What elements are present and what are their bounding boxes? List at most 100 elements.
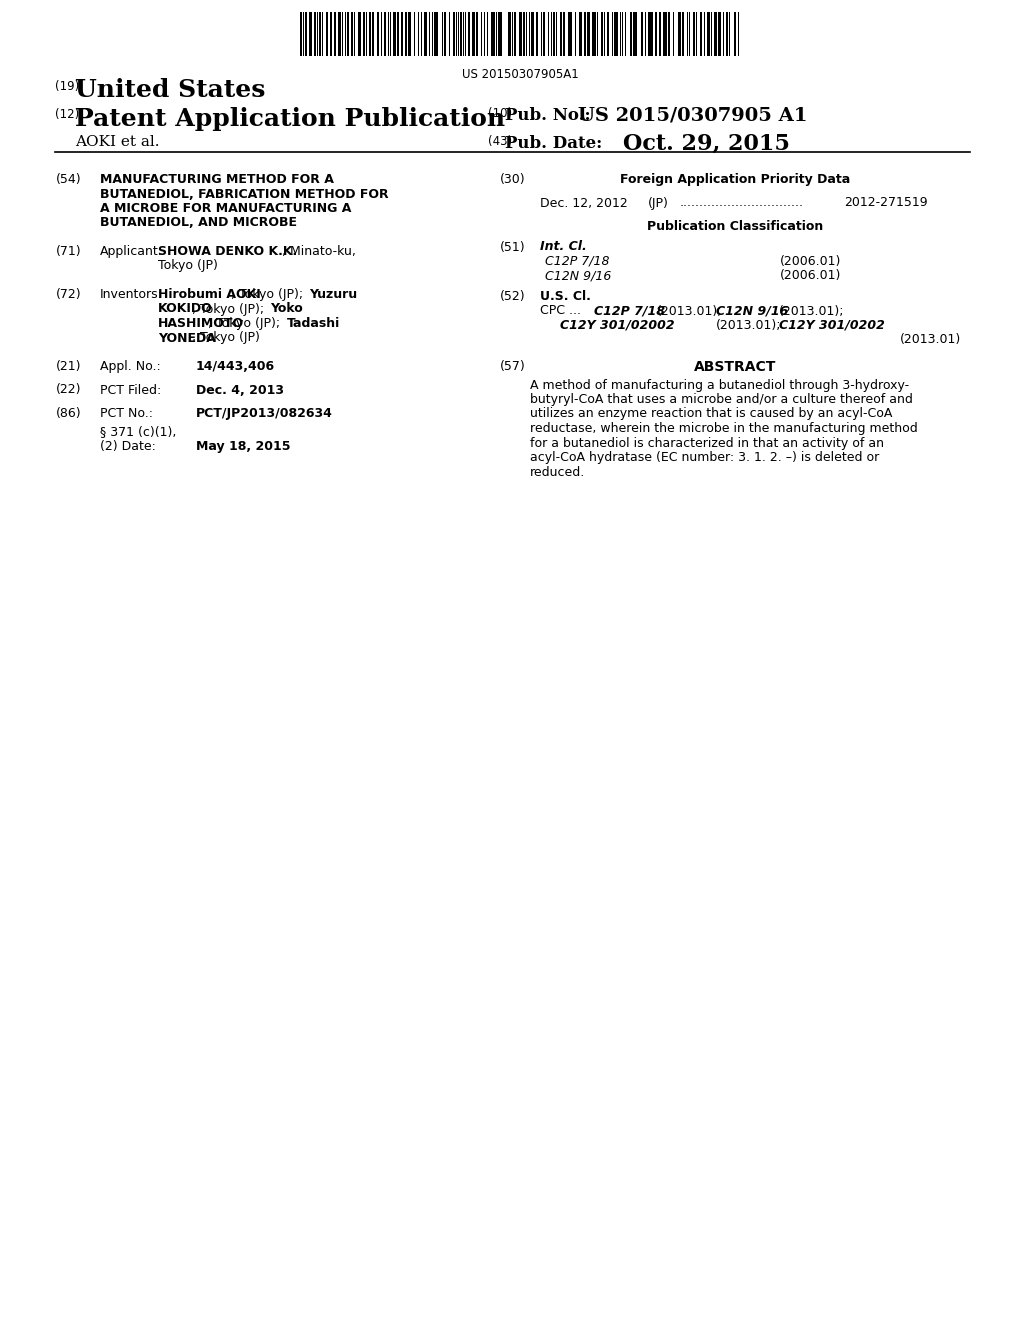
Bar — [607, 12, 609, 55]
Bar — [636, 12, 637, 55]
Text: BUTANEDIOL, AND MICROBE: BUTANEDIOL, AND MICROBE — [100, 216, 297, 230]
Bar — [665, 12, 667, 55]
Bar — [393, 12, 395, 55]
Bar — [580, 12, 582, 55]
Text: (30): (30) — [500, 173, 525, 186]
Bar — [404, 12, 408, 55]
Text: (2006.01): (2006.01) — [780, 269, 842, 282]
Text: Pub. No.:: Pub. No.: — [505, 107, 591, 124]
Bar — [570, 12, 572, 55]
Text: C12N 9/16: C12N 9/16 — [716, 305, 788, 318]
Text: Hirobumi AOKI: Hirobumi AOKI — [158, 288, 261, 301]
Text: (2013.01): (2013.01) — [900, 334, 962, 346]
Bar — [460, 12, 462, 55]
Bar — [338, 12, 340, 55]
Text: (JP): (JP) — [648, 197, 669, 210]
Bar — [514, 12, 516, 55]
Bar — [353, 12, 355, 55]
Bar — [563, 12, 565, 55]
Bar — [718, 12, 721, 55]
Text: Dec. 4, 2013: Dec. 4, 2013 — [196, 384, 284, 396]
Text: BUTANEDIOL, FABRICATION METHOD FOR: BUTANEDIOL, FABRICATION METHOD FOR — [100, 187, 389, 201]
Text: Publication Classification: Publication Classification — [647, 220, 823, 234]
Text: Inventors:: Inventors: — [100, 288, 163, 301]
Text: Tadashi: Tadashi — [287, 317, 340, 330]
Bar — [347, 12, 349, 55]
Bar — [707, 12, 710, 55]
Text: US 20150307905A1: US 20150307905A1 — [462, 69, 579, 81]
Text: HASHIMOTO: HASHIMOTO — [158, 317, 244, 330]
Bar — [553, 12, 555, 55]
Bar — [309, 12, 312, 55]
Text: , Tokyo (JP): , Tokyo (JP) — [191, 331, 259, 345]
Text: (2013.01);: (2013.01); — [716, 319, 781, 333]
Text: Oct. 29, 2015: Oct. 29, 2015 — [623, 133, 790, 154]
Text: , Tokyo (JP);: , Tokyo (JP); — [230, 288, 307, 301]
Bar — [654, 12, 656, 55]
Bar — [519, 12, 522, 55]
Text: Pub. Date:: Pub. Date: — [505, 135, 602, 152]
Text: (43): (43) — [488, 135, 512, 148]
Bar — [601, 12, 603, 55]
Text: CPC ...: CPC ... — [540, 305, 581, 318]
Text: (71): (71) — [56, 246, 82, 257]
Text: KOKIDO: KOKIDO — [158, 302, 213, 315]
Bar — [568, 12, 569, 55]
Bar — [300, 12, 302, 55]
Text: MANUFACTURING METHOD FOR A: MANUFACTURING METHOD FOR A — [100, 173, 334, 186]
Bar — [305, 12, 307, 55]
Text: (2013.01);: (2013.01); — [779, 305, 845, 318]
Bar — [648, 12, 649, 55]
Text: for a butanediol is characterized in that an activity of an: for a butanediol is characterized in tha… — [530, 437, 884, 450]
Bar — [700, 12, 702, 55]
Text: § 371 (c)(1),: § 371 (c)(1), — [100, 425, 176, 438]
Bar — [512, 12, 513, 55]
Text: butyryl-CoA that uses a microbe and/or a culture thereof and: butyryl-CoA that uses a microbe and/or a… — [530, 393, 912, 407]
Text: (72): (72) — [56, 288, 82, 301]
Bar — [633, 12, 635, 55]
Bar — [434, 12, 438, 55]
Bar — [678, 12, 681, 55]
Text: (51): (51) — [500, 240, 525, 253]
Text: C12P 7/18: C12P 7/18 — [545, 255, 609, 268]
Bar — [364, 12, 365, 55]
Text: (2013.01);: (2013.01); — [657, 305, 723, 318]
Bar — [401, 12, 402, 55]
Text: Dec. 12, 2012: Dec. 12, 2012 — [540, 197, 628, 210]
Bar — [408, 12, 411, 55]
Bar — [319, 12, 322, 55]
Bar — [650, 12, 653, 55]
Bar — [424, 12, 426, 55]
Bar — [492, 12, 495, 55]
Text: , Tokyo (JP);: , Tokyo (JP); — [209, 317, 285, 330]
Text: (22): (22) — [56, 384, 82, 396]
Text: C12Y 301/02002: C12Y 301/02002 — [560, 319, 675, 333]
Bar — [714, 12, 717, 55]
Text: Patent Application Publication: Patent Application Publication — [75, 107, 505, 131]
Text: SHOWA DENKO K.K.: SHOWA DENKO K.K. — [158, 246, 297, 257]
Bar — [560, 12, 562, 55]
Bar — [641, 12, 643, 55]
Bar — [330, 12, 332, 55]
Bar — [314, 12, 315, 55]
Text: (54): (54) — [56, 173, 82, 186]
Bar — [659, 12, 660, 55]
Text: ABSTRACT: ABSTRACT — [694, 360, 776, 374]
Bar — [523, 12, 525, 55]
Text: ...............................: ............................... — [680, 197, 804, 210]
Text: (52): (52) — [500, 290, 525, 304]
Bar — [468, 12, 470, 55]
Text: C12P 7/18: C12P 7/18 — [594, 305, 665, 318]
Text: Tokyo (JP): Tokyo (JP) — [158, 260, 218, 272]
Bar — [556, 12, 557, 55]
Text: acyl-CoA hydratase (EC number: 3. 1. 2. –) is deleted or: acyl-CoA hydratase (EC number: 3. 1. 2. … — [530, 451, 880, 465]
Bar — [377, 12, 379, 55]
Text: (21): (21) — [56, 360, 82, 374]
Bar — [334, 12, 336, 55]
Bar — [418, 12, 420, 55]
Text: Appl. No.:: Appl. No.: — [100, 360, 161, 374]
Text: Yoko: Yoko — [270, 302, 303, 315]
Bar — [369, 12, 371, 55]
Text: , Tokyo (JP);: , Tokyo (JP); — [191, 302, 267, 315]
Bar — [734, 12, 735, 55]
